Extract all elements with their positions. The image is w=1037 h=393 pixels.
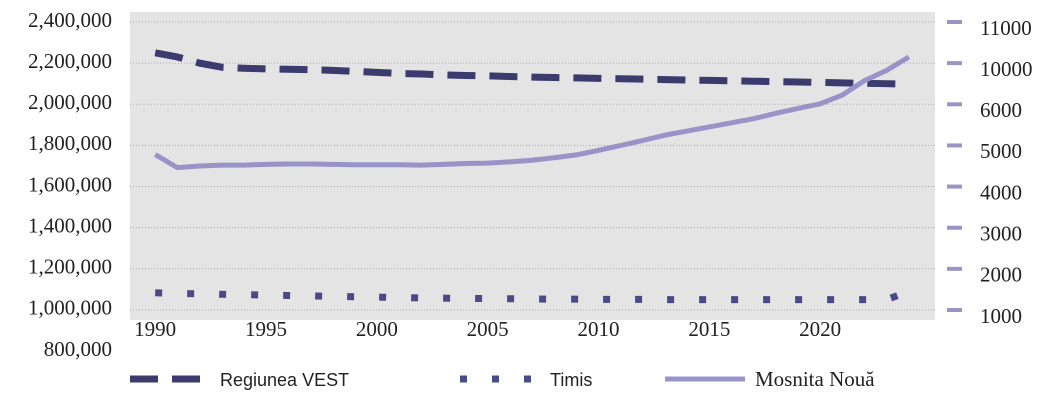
legend-label: Regiunea VEST [220, 370, 349, 390]
x-tick-label: 1990 [134, 317, 176, 341]
x-tick-label: 1995 [245, 317, 287, 341]
x-tick-label: 2000 [356, 317, 398, 341]
x-tick-label: 2020 [799, 317, 841, 341]
y-tick-label: 1,600,000 [28, 172, 112, 196]
y2-tick-label: 1000 [980, 304, 1022, 328]
series-line [153, 54, 911, 171]
y-tick-label: 2,000,000 [28, 90, 112, 114]
y2-tick-label: 3000 [980, 222, 1022, 246]
legend-label: Mosnita Nouă [755, 367, 875, 391]
y-tick-label: 1,000,000 [28, 296, 112, 320]
y2-tick-label: 2000 [980, 263, 1022, 287]
y-tick-label: 2,400,000 [28, 8, 112, 32]
x-tick-label: 2005 [467, 317, 509, 341]
y-tick-label: 1,800,000 [28, 131, 112, 155]
y2-tick-label: 10000 [980, 57, 1033, 81]
y2-tick-label: 4000 [980, 180, 1022, 204]
y-tick-label: 800,000 [44, 337, 112, 361]
x-tick-label: 2010 [578, 317, 620, 341]
x-tick-label: 2015 [688, 317, 730, 341]
y-tick-label: 2,200,000 [28, 49, 112, 73]
legend-label: Timis [550, 370, 592, 390]
series-line [154, 49, 909, 88]
y2-tick-label: 11000 [980, 16, 1032, 40]
y-tick-label: 1,400,000 [28, 213, 112, 237]
y2-tick-label: 6000 [980, 98, 1022, 122]
y2-tick-label: 5000 [980, 139, 1022, 163]
y-tick-label: 1,200,000 [28, 255, 112, 279]
